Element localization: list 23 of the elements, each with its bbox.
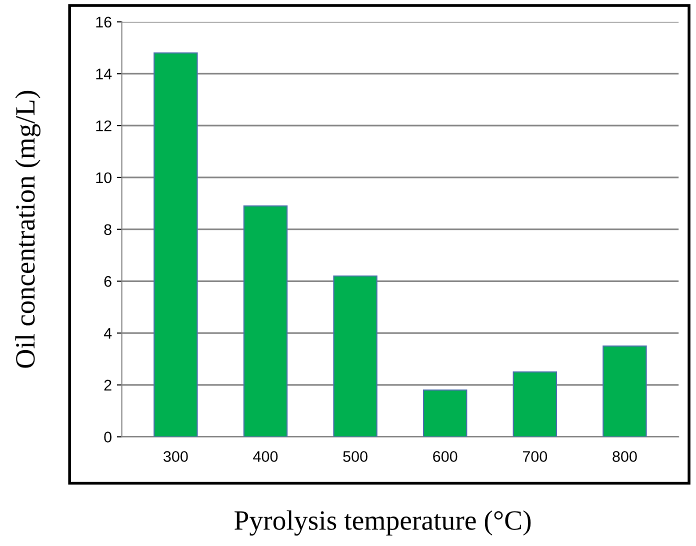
bar bbox=[154, 52, 198, 437]
x-tick-label: 700 bbox=[522, 451, 548, 462]
x-tick-label: 300 bbox=[164, 451, 188, 462]
x-tick-label: 600 bbox=[433, 451, 458, 462]
x-tick-label: 400 bbox=[253, 451, 278, 462]
bar bbox=[422, 390, 468, 437]
y-tick-label: 8 bbox=[104, 224, 112, 236]
x-tick-label: 500 bbox=[343, 451, 368, 462]
x-axis-title: Pyrolysis temperature (°C) bbox=[234, 510, 531, 536]
x-tick-label: 800 bbox=[612, 451, 637, 462]
y-tick-label: 4 bbox=[104, 328, 112, 339]
y-axis-title: Oil concentration (mg/L) bbox=[15, 90, 40, 368]
bar bbox=[602, 345, 647, 437]
y-tick-label: 6 bbox=[104, 276, 112, 287]
y-tick-label: 16 bbox=[96, 16, 112, 28]
y-tick-label: 2 bbox=[104, 380, 112, 390]
bar bbox=[512, 371, 558, 437]
y-tick-label: 12 bbox=[96, 120, 112, 132]
y-tick-label: 14 bbox=[96, 68, 112, 80]
bar bbox=[333, 275, 378, 437]
y-tick-label: 0 bbox=[104, 432, 112, 442]
bar bbox=[243, 205, 288, 437]
y-tick-label: 10 bbox=[96, 172, 112, 184]
